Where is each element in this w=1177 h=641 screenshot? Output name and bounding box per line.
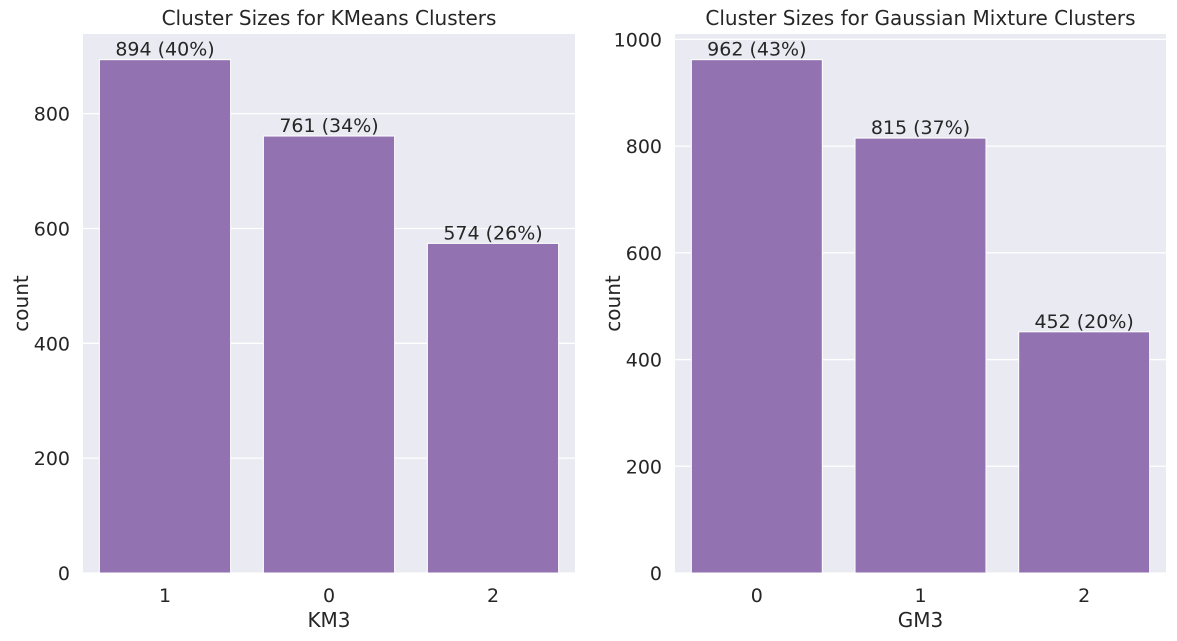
bar-labels: 894 (40%) 761 (34%) 574 (26%) xyxy=(115,39,542,245)
bar xyxy=(426,242,560,574)
y-tick-label: 800 xyxy=(626,136,662,158)
x-tick-labels: 0 1 2 xyxy=(751,585,1090,607)
y-tick-label: 400 xyxy=(626,350,662,372)
gaussian-mixture-chart: 962 (43%) 815 (37%) 452 (20%) 0 200 400 600 80… xyxy=(601,6,1166,632)
chart-title: Cluster Sizes for KMeans Clusters xyxy=(162,6,497,30)
y-tick-label: 1000 xyxy=(614,29,662,51)
y-tick-label: 0 xyxy=(58,563,70,585)
y-tick-labels: 0 200 400 600 800 xyxy=(34,104,70,585)
x-tick-labels: 1 0 2 xyxy=(159,585,499,607)
bar xyxy=(854,137,987,574)
y-tick-label: 800 xyxy=(34,104,70,126)
bars xyxy=(690,59,1151,574)
bar-value-label: 815 (37%) xyxy=(871,117,970,139)
chart-title: Cluster Sizes for Gaussian Mixture Clust… xyxy=(705,6,1135,30)
x-axis-label: GM3 xyxy=(898,608,943,632)
x-tick-label: 1 xyxy=(159,585,171,607)
x-tick-label: 0 xyxy=(323,585,335,607)
bar xyxy=(1018,331,1151,574)
y-axis-label: count xyxy=(9,275,33,332)
bar-value-label: 574 (26%) xyxy=(443,222,542,244)
y-tick-label: 0 xyxy=(650,563,662,585)
y-tick-label: 400 xyxy=(34,333,70,355)
bar xyxy=(690,59,823,574)
kmeans-chart: 894 (40%) 761 (34%) 574 (26%) 0 200 400 600 80… xyxy=(9,6,575,632)
bar-value-label: 962 (43%) xyxy=(707,39,806,61)
bar-labels: 962 (43%) 815 (37%) 452 (20%) xyxy=(707,39,1134,333)
x-tick-label: 0 xyxy=(751,585,763,607)
x-tick-label: 2 xyxy=(1078,585,1090,607)
y-tick-label: 600 xyxy=(34,218,70,240)
bar-value-label: 894 (40%) xyxy=(115,39,214,61)
y-tick-label: 600 xyxy=(626,243,662,265)
bar xyxy=(262,135,396,574)
x-tick-label: 1 xyxy=(914,585,926,607)
bar xyxy=(98,59,232,574)
y-tick-labels: 0 200 400 600 800 1000 xyxy=(614,29,662,585)
y-axis-label: count xyxy=(601,275,625,332)
bars xyxy=(98,59,560,574)
x-tick-label: 2 xyxy=(487,585,499,607)
bar-value-label: 452 (20%) xyxy=(1034,311,1133,333)
y-tick-label: 200 xyxy=(626,456,662,478)
y-tick-label: 200 xyxy=(34,448,70,470)
bar-value-label: 761 (34%) xyxy=(279,115,378,137)
x-axis-label: KM3 xyxy=(307,608,350,632)
